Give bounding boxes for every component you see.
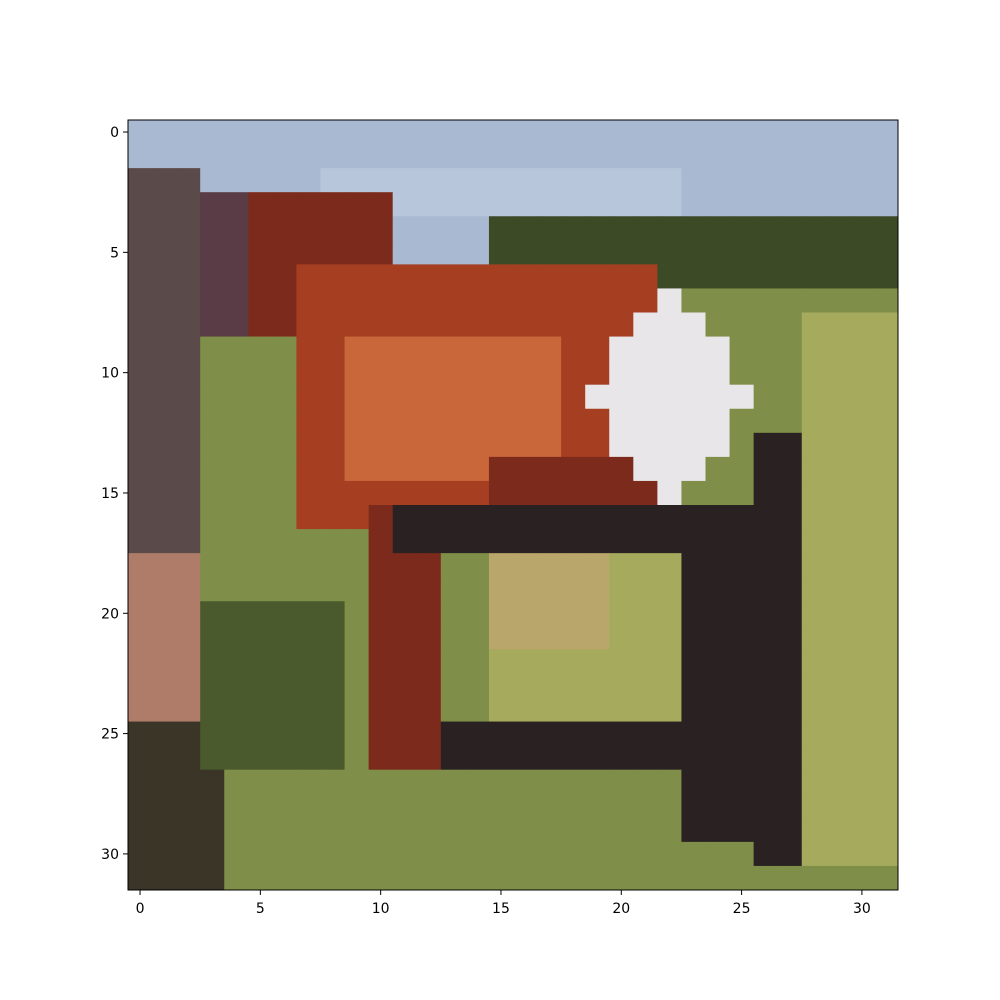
x-tick-label: 30	[853, 901, 871, 917]
pixel-image	[128, 120, 899, 891]
x-tick-label: 25	[733, 901, 751, 917]
image-frame	[127, 119, 899, 891]
y-tick-label: 20	[101, 606, 119, 622]
y-tick-label: 10	[101, 366, 119, 382]
x-tick-label: 10	[372, 901, 390, 917]
x-tick-label: 0	[136, 901, 145, 917]
y-tick-label: 25	[101, 727, 119, 743]
x-tick-label: 15	[492, 901, 510, 917]
x-tick-label: 5	[256, 901, 265, 917]
x-tick-label: 20	[612, 901, 630, 917]
y-tick-label: 5	[110, 245, 119, 261]
y-axis: 0 5 10 15 20 25 30	[101, 125, 128, 863]
x-axis: 0 5 10 15 20 25 30	[136, 890, 871, 917]
y-tick-label: 0	[110, 125, 119, 141]
y-tick-label: 15	[101, 486, 119, 502]
y-tick-label: 30	[101, 847, 119, 863]
